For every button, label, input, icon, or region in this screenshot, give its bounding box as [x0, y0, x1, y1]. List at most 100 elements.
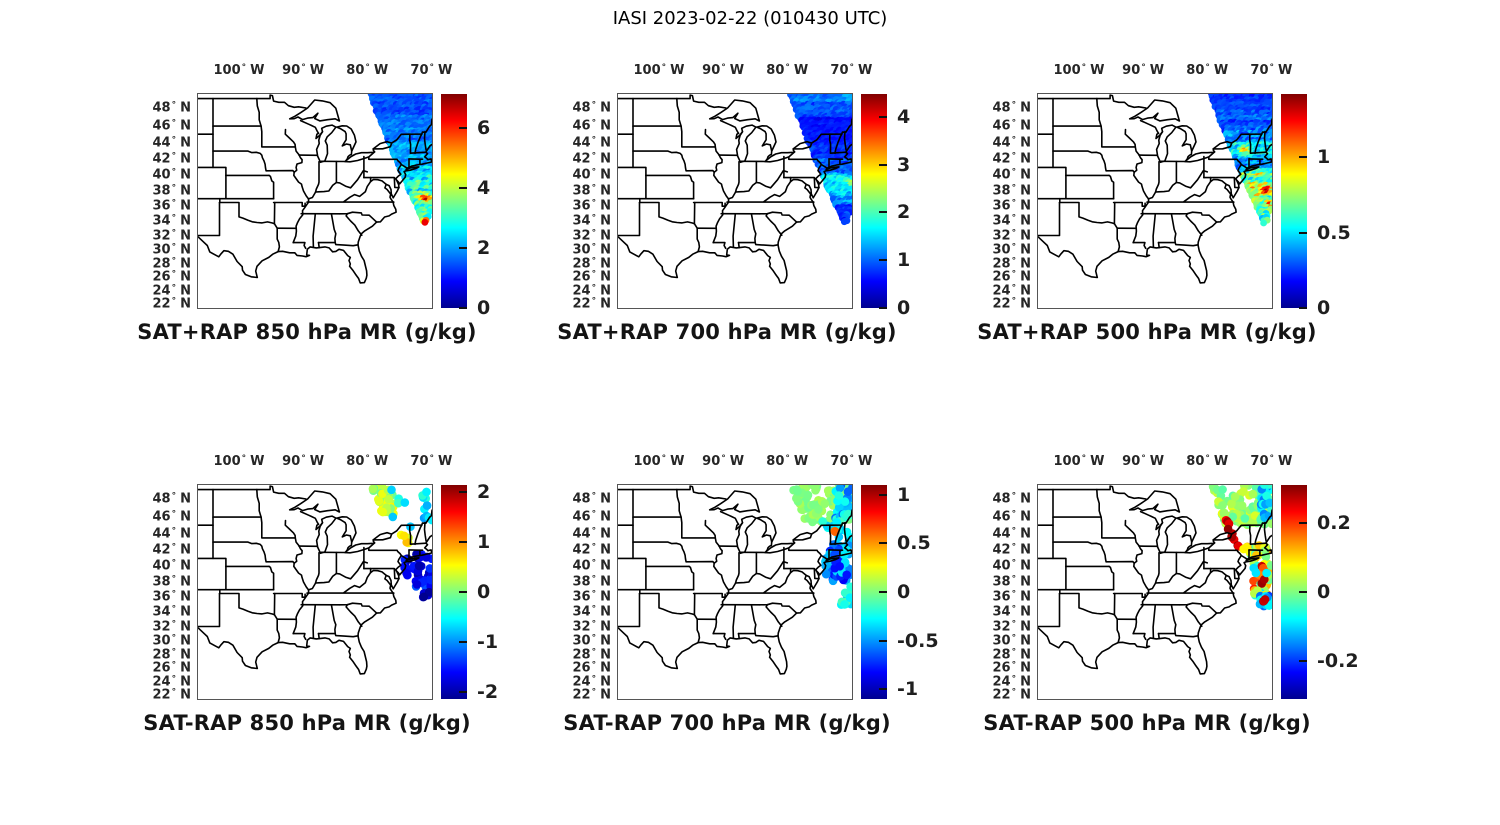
lat-tick-label: 24° N [152, 674, 191, 690]
lat-tick-label: 32° N [572, 619, 611, 635]
degree-symbol: ° [591, 100, 597, 111]
lon-tick-label: 90° W [702, 63, 745, 78]
lon-tick-label: 70° W [410, 454, 453, 469]
degree-symbol: ° [1011, 213, 1017, 224]
lon-tick-label: 100° W [633, 63, 685, 78]
colorbar-tick-mark [879, 163, 887, 166]
colorbar-tick-label: 0 [477, 581, 491, 603]
colorbar-tick-mark [879, 639, 887, 642]
lat-tick-label: 36° N [152, 198, 191, 214]
colorbar-tick-label: 3 [897, 153, 911, 176]
degree-symbol: ° [171, 491, 177, 502]
degree-symbol: ° [171, 589, 177, 600]
lat-tick-label: 30° N [152, 633, 191, 649]
lat-tick-label: 22° N [572, 296, 611, 312]
lat-tick-label: 32° N [992, 619, 1031, 635]
degree-symbol: ° [1011, 167, 1017, 178]
lat-tick-label: 30° N [152, 242, 191, 258]
degree-symbol: ° [1269, 63, 1275, 73]
colorbar-tick-label: -0.5 [897, 629, 939, 652]
lon-tick-label: 100° W [633, 454, 685, 469]
lat-tick-label: 32° N [992, 228, 1031, 244]
lon-tick-label: 100° W [1053, 454, 1105, 469]
lat-tick-label: 38° N [572, 183, 611, 199]
lat-tick-label: 44° N [572, 135, 611, 151]
colorbar-tick-mark [459, 490, 467, 493]
lat-tick-label: 26° N [152, 269, 191, 285]
degree-symbol: ° [721, 63, 726, 73]
degree-symbol: ° [1011, 660, 1017, 671]
lat-tick-label: 42° N [572, 151, 611, 167]
lon-tick-label: 80° W [766, 454, 809, 469]
panel-title-sat_rap_700: SAT+RAP 700 hPa MR (g/kg) [557, 320, 897, 344]
lon-tick-label: 100° W [1053, 63, 1105, 78]
lat-tick-label: 46° N [152, 509, 191, 525]
lat-tick-label: 28° N [572, 647, 611, 663]
degree-symbol: ° [171, 242, 177, 253]
swath-scatter-points [789, 484, 853, 609]
degree-symbol: ° [1011, 183, 1017, 194]
map-plot-sat_rap_700 [617, 93, 853, 309]
lat-tick-label: 46° N [572, 509, 611, 525]
degree-symbol: ° [171, 633, 177, 644]
axes-box [197, 93, 433, 309]
degree-symbol: ° [171, 619, 177, 630]
degree-symbol: ° [591, 558, 597, 569]
lat-tick-label: 22° N [572, 687, 611, 703]
lat-tick-label: 32° N [152, 619, 191, 635]
degree-symbol: ° [591, 619, 597, 630]
colorbar-tick-label: 0 [897, 297, 911, 319]
lat-tick-label: 26° N [992, 660, 1031, 676]
degree-symbol: ° [301, 63, 306, 73]
colorbar-tick-label: 1 [897, 483, 911, 506]
lat-tick-label: 44° N [572, 526, 611, 542]
degree-symbol: ° [1081, 454, 1087, 464]
colorbar-tick-label: 0 [477, 297, 491, 319]
degree-symbol: ° [1011, 633, 1017, 644]
degree-symbol: ° [661, 63, 667, 73]
lat-tick-label: 48° N [152, 491, 191, 507]
us-state-boundaries [197, 485, 433, 675]
colorbar-tick-label: 4 [477, 177, 491, 200]
lat-tick-label: 34° N [572, 604, 611, 620]
degree-symbol: ° [591, 198, 597, 209]
degree-symbol: ° [1011, 283, 1017, 294]
lat-tick-label: 24° N [572, 674, 611, 690]
panel-title-sat_minus_rap_700: SAT-RAP 700 hPa MR (g/kg) [563, 711, 891, 735]
colorbar-tick-mark [879, 542, 887, 545]
colorbar-tick-mark [879, 493, 887, 496]
degree-symbol: ° [1011, 574, 1017, 585]
degree-symbol: ° [171, 558, 177, 569]
degree-symbol: ° [591, 151, 597, 162]
degree-symbol: ° [591, 589, 597, 600]
colorbar-tick-label: 1 [1317, 146, 1331, 169]
colorbar-tick-mark [879, 591, 887, 593]
degree-symbol: ° [591, 660, 597, 671]
lat-tick-label: 40° N [572, 558, 611, 574]
degree-symbol: ° [591, 296, 597, 307]
colorbar-tick-mark [879, 211, 887, 214]
map-plot-sat_minus_rap_700 [617, 484, 853, 700]
lat-tick-label: 40° N [992, 167, 1031, 183]
lat-tick-label: 24° N [152, 283, 191, 299]
degree-symbol: ° [591, 256, 597, 267]
map-plot-sat_rap_850 [197, 93, 433, 309]
lat-tick-label: 44° N [992, 135, 1031, 151]
degree-symbol: ° [171, 100, 177, 111]
colorbar-tick-mark [1299, 307, 1307, 309]
lat-tick-label: 34° N [992, 213, 1031, 229]
colorbar-tick-label: 0.5 [1317, 221, 1351, 244]
panel-title-sat_minus_rap_500: SAT-RAP 500 hPa MR (g/kg) [983, 711, 1311, 735]
lat-tick-label: 26° N [572, 660, 611, 676]
degree-symbol: ° [591, 118, 597, 129]
lat-tick-label: 32° N [572, 228, 611, 244]
colorbar-tick-label: 0.5 [897, 532, 931, 555]
lon-tick-label: 80° W [1186, 454, 1229, 469]
colorbar-tick-mark [459, 641, 467, 644]
degree-symbol: ° [171, 604, 177, 615]
lon-tick-label: 90° W [1122, 454, 1165, 469]
degree-symbol: ° [1011, 242, 1017, 253]
colorbar-tick-mark [1299, 231, 1307, 234]
degree-symbol: ° [1011, 256, 1017, 267]
colorbar-tick-mark [459, 247, 467, 250]
